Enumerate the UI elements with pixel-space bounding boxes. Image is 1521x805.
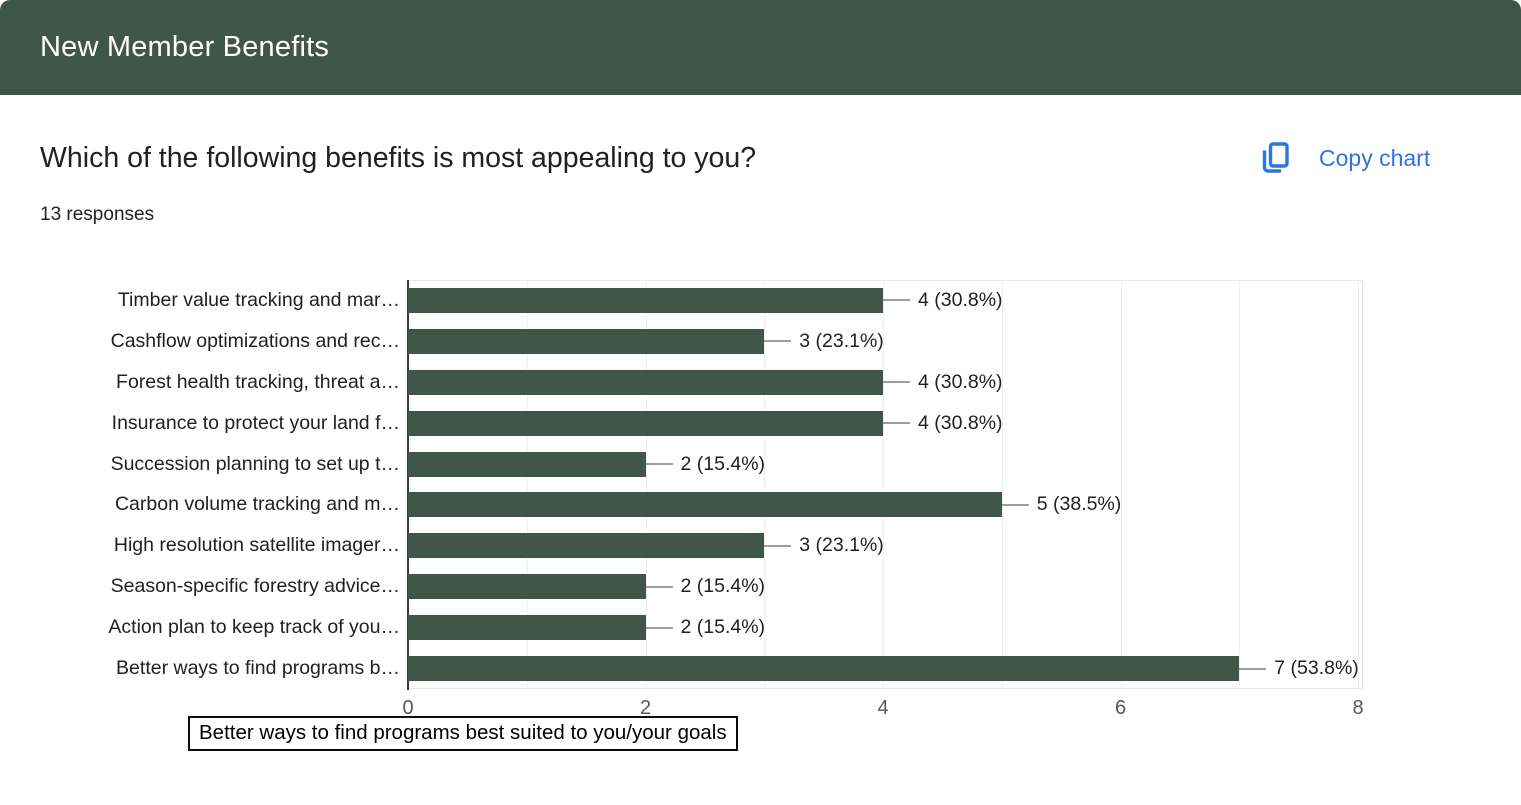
- category-label: Season-specific forestry advice…: [110, 575, 400, 598]
- callout-line: [1239, 667, 1267, 670]
- callout-line: [645, 585, 673, 588]
- bar[interactable]: [408, 410, 883, 436]
- bar[interactable]: [408, 328, 765, 354]
- x-axis-tick-label: 2: [639, 697, 652, 719]
- form-header: New Member Benefits: [0, 0, 1521, 95]
- copy-icon: [1258, 138, 1293, 178]
- category-label: Timber value tracking and mar…: [117, 288, 400, 311]
- category-label: Carbon volume tracking and m…: [114, 493, 400, 516]
- x-axis-tick-label: 0: [402, 697, 414, 719]
- value-label: 3 (23.1%): [799, 329, 884, 352]
- gridline: [764, 280, 766, 689]
- category-label: Forest health tracking, threat a…: [116, 370, 400, 393]
- copy-chart-label: Copy chart: [1319, 144, 1431, 171]
- value-label: 4 (30.8%): [918, 411, 1003, 434]
- callout-line: [883, 381, 910, 384]
- category-label: Cashflow optimizations and rec…: [110, 329, 400, 352]
- callout-line: [645, 626, 673, 629]
- gridline: [526, 280, 528, 689]
- value-label: 2 (15.4%): [680, 575, 766, 598]
- bar[interactable]: [408, 369, 883, 395]
- form-title: New Member Benefits: [40, 31, 330, 63]
- bar[interactable]: [408, 656, 1240, 682]
- category-label: Insurance to protect your land f…: [111, 411, 400, 434]
- gridline: [1239, 280, 1241, 689]
- callout-line: [764, 340, 792, 343]
- gridline: [645, 280, 647, 689]
- value-label: 7 (53.8%): [1274, 657, 1359, 680]
- bar[interactable]: [408, 492, 1002, 518]
- gridline: [883, 280, 884, 689]
- copy-chart-button[interactable]: Copy chart: [1258, 134, 1430, 182]
- bar[interactable]: [408, 287, 883, 313]
- callout-line: [883, 422, 910, 425]
- chart-tooltip: Better ways to find programs best suited…: [188, 716, 738, 751]
- response-count: 13 responses: [40, 204, 155, 225]
- x-axis-tick-label: 8: [1352, 697, 1364, 719]
- value-label: 4 (30.8%): [918, 370, 1003, 393]
- callout-line: [645, 463, 673, 466]
- x-axis-tick-label: 4: [877, 697, 889, 719]
- gridline: [1120, 280, 1122, 689]
- gridline: [1001, 280, 1003, 689]
- callout-line: [764, 544, 792, 547]
- y-axis-line: [407, 280, 409, 690]
- value-label: 3 (23.1%): [799, 534, 884, 557]
- category-label: Better ways to find programs b…: [116, 657, 400, 680]
- bar[interactable]: [408, 533, 765, 559]
- callout-line: [883, 299, 910, 302]
- bar[interactable]: [408, 574, 646, 600]
- bar[interactable]: [408, 615, 646, 641]
- value-label: 2 (15.4%): [680, 616, 766, 639]
- bar[interactable]: [408, 451, 646, 477]
- category-label: Action plan to keep track of you…: [108, 616, 400, 639]
- question-title: Which of the following benefits is most …: [40, 142, 757, 174]
- callout-line: [1001, 503, 1029, 506]
- gridline: [1358, 280, 1359, 689]
- value-label: 5 (38.5%): [1036, 493, 1122, 516]
- category-label: High resolution satellite imager…: [113, 534, 400, 557]
- category-label: Succession planning to set up t…: [110, 452, 400, 475]
- value-label: 2 (15.4%): [680, 452, 766, 475]
- x-axis-tick-label: 6: [1114, 697, 1127, 719]
- value-label: 4 (30.8%): [918, 288, 1003, 311]
